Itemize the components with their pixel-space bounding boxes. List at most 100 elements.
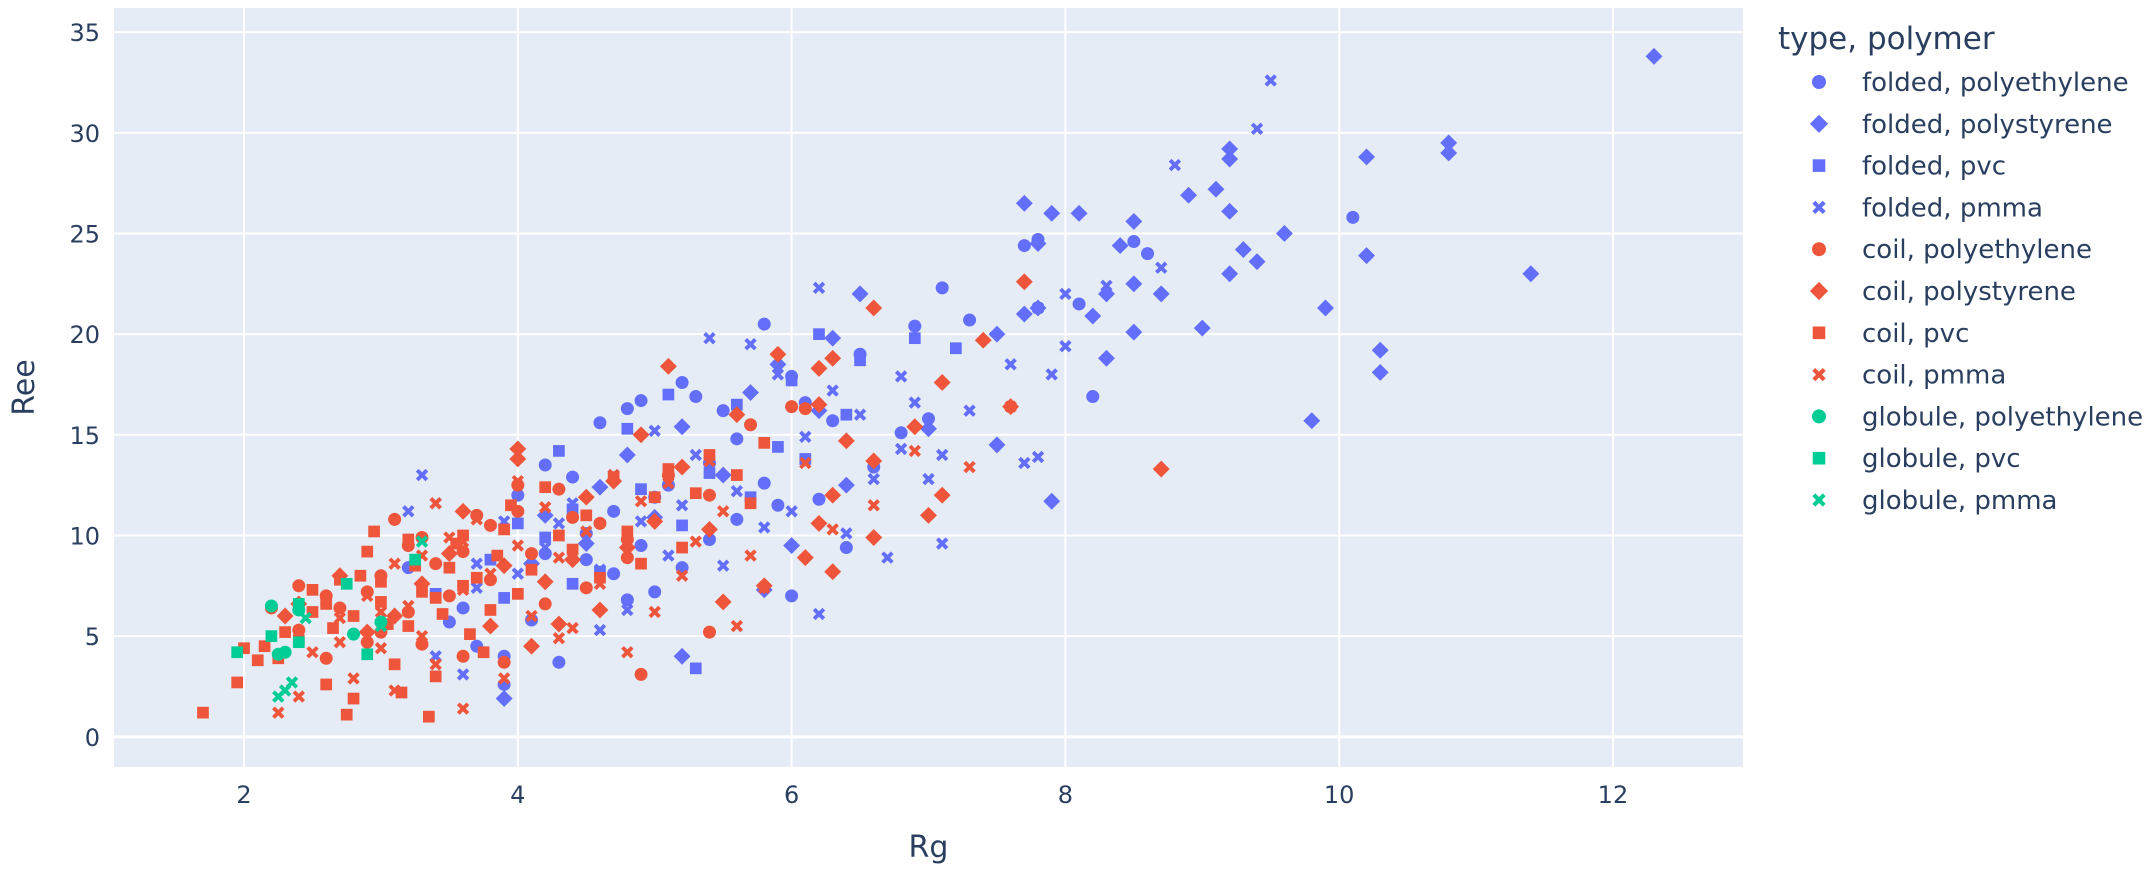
data-point [470,581,483,594]
data-point [591,478,609,496]
legend-label: globule, pvc [1862,444,2021,474]
data-point [292,690,305,703]
data-point [1084,307,1102,325]
data-point [1522,265,1540,283]
data-point [481,617,499,635]
data-point [744,338,757,351]
data-point [477,646,490,659]
legend-item[interactable]: folded, pvc [1812,152,2006,182]
data-point [826,384,839,397]
legend-item[interactable]: coil, pvc [1812,319,1970,349]
data-point [933,374,951,391]
x-tick-label: 8 [1058,781,1073,809]
data-point [648,424,661,437]
legend-marker-icon [1812,326,1826,340]
data-point [536,506,554,524]
legend-item[interactable]: coil, polyethylene [1812,235,2092,265]
data-point [333,601,347,615]
data-point [1234,241,1252,259]
data-point [702,488,716,502]
data-point [730,512,744,526]
data-point [618,446,636,464]
data-point [1015,305,1033,323]
data-point [648,491,661,504]
data-point [922,412,935,426]
data-point [279,626,291,638]
data-point [566,470,580,484]
data-point [662,476,675,490]
data-point [1111,237,1129,255]
data-point [1015,194,1033,212]
data-point [320,598,333,610]
data-point [1127,235,1141,249]
legend-marker-icon [1812,367,1826,382]
legend-item[interactable]: folded, pmma [1812,193,2043,223]
data-point [579,581,593,595]
data-point [810,514,828,532]
data-point [1346,210,1360,224]
data-point [327,622,339,634]
data-point [908,444,921,458]
data-point [422,710,435,723]
data-point [395,686,408,699]
data-point [648,605,661,619]
data-point [689,662,702,675]
data-point [415,535,429,548]
data-point [231,646,244,659]
data-point [620,402,634,416]
data-point [509,450,527,468]
data-point [491,549,504,562]
legend-marker-icon [1812,493,1826,507]
series-coil-pvc [197,437,771,723]
data-point [566,577,579,590]
data-point [675,569,689,582]
data-point [1440,144,1458,162]
data-point [361,648,374,661]
data-point [552,631,566,645]
legend-item[interactable]: folded, polyethylene [1812,68,2129,98]
data-point [785,589,799,603]
data-point [347,692,360,705]
data-point [552,655,566,669]
data-point [454,502,472,520]
data-point [659,357,677,375]
data-point [662,388,675,401]
data-point [1059,287,1072,301]
data-point [676,541,688,554]
data-point [772,441,784,453]
data-point [634,495,648,508]
data-point [539,541,552,554]
data-point [771,498,785,512]
y-tick-label: 20 [69,321,100,349]
legend-item[interactable]: coil, polystyrene [1809,277,2076,307]
data-point [276,607,294,625]
data-point [1125,323,1143,341]
data-point [272,706,285,719]
data-point [607,504,621,518]
data-point [988,436,1006,454]
legend-item[interactable]: globule, pmma [1812,486,2057,516]
data-point [577,488,595,506]
data-point [810,396,828,414]
data-point [783,537,801,554]
data-point [1180,186,1198,204]
data-point [865,529,883,546]
y-tick-label: 30 [69,120,100,148]
data-point [935,281,949,295]
legend: type, polymer folded, polyethylenefolded… [1778,21,2143,516]
data-point [607,567,621,581]
data-point [402,505,415,518]
data-point [851,285,869,303]
legend-item[interactable]: globule, polyethylene [1812,402,2143,432]
data-point [566,497,579,510]
y-tick-label: 10 [69,522,100,550]
data-point [591,601,609,619]
data-point [854,354,866,367]
data-point [361,545,374,558]
legend-item[interactable]: globule, pvc [1812,444,2021,474]
legend-item[interactable]: folded, polystyrene [1809,110,2113,140]
legend-item[interactable]: coil, pmma [1812,361,2006,391]
data-point [368,525,380,538]
data-point [1155,261,1168,274]
data-point [320,678,333,691]
